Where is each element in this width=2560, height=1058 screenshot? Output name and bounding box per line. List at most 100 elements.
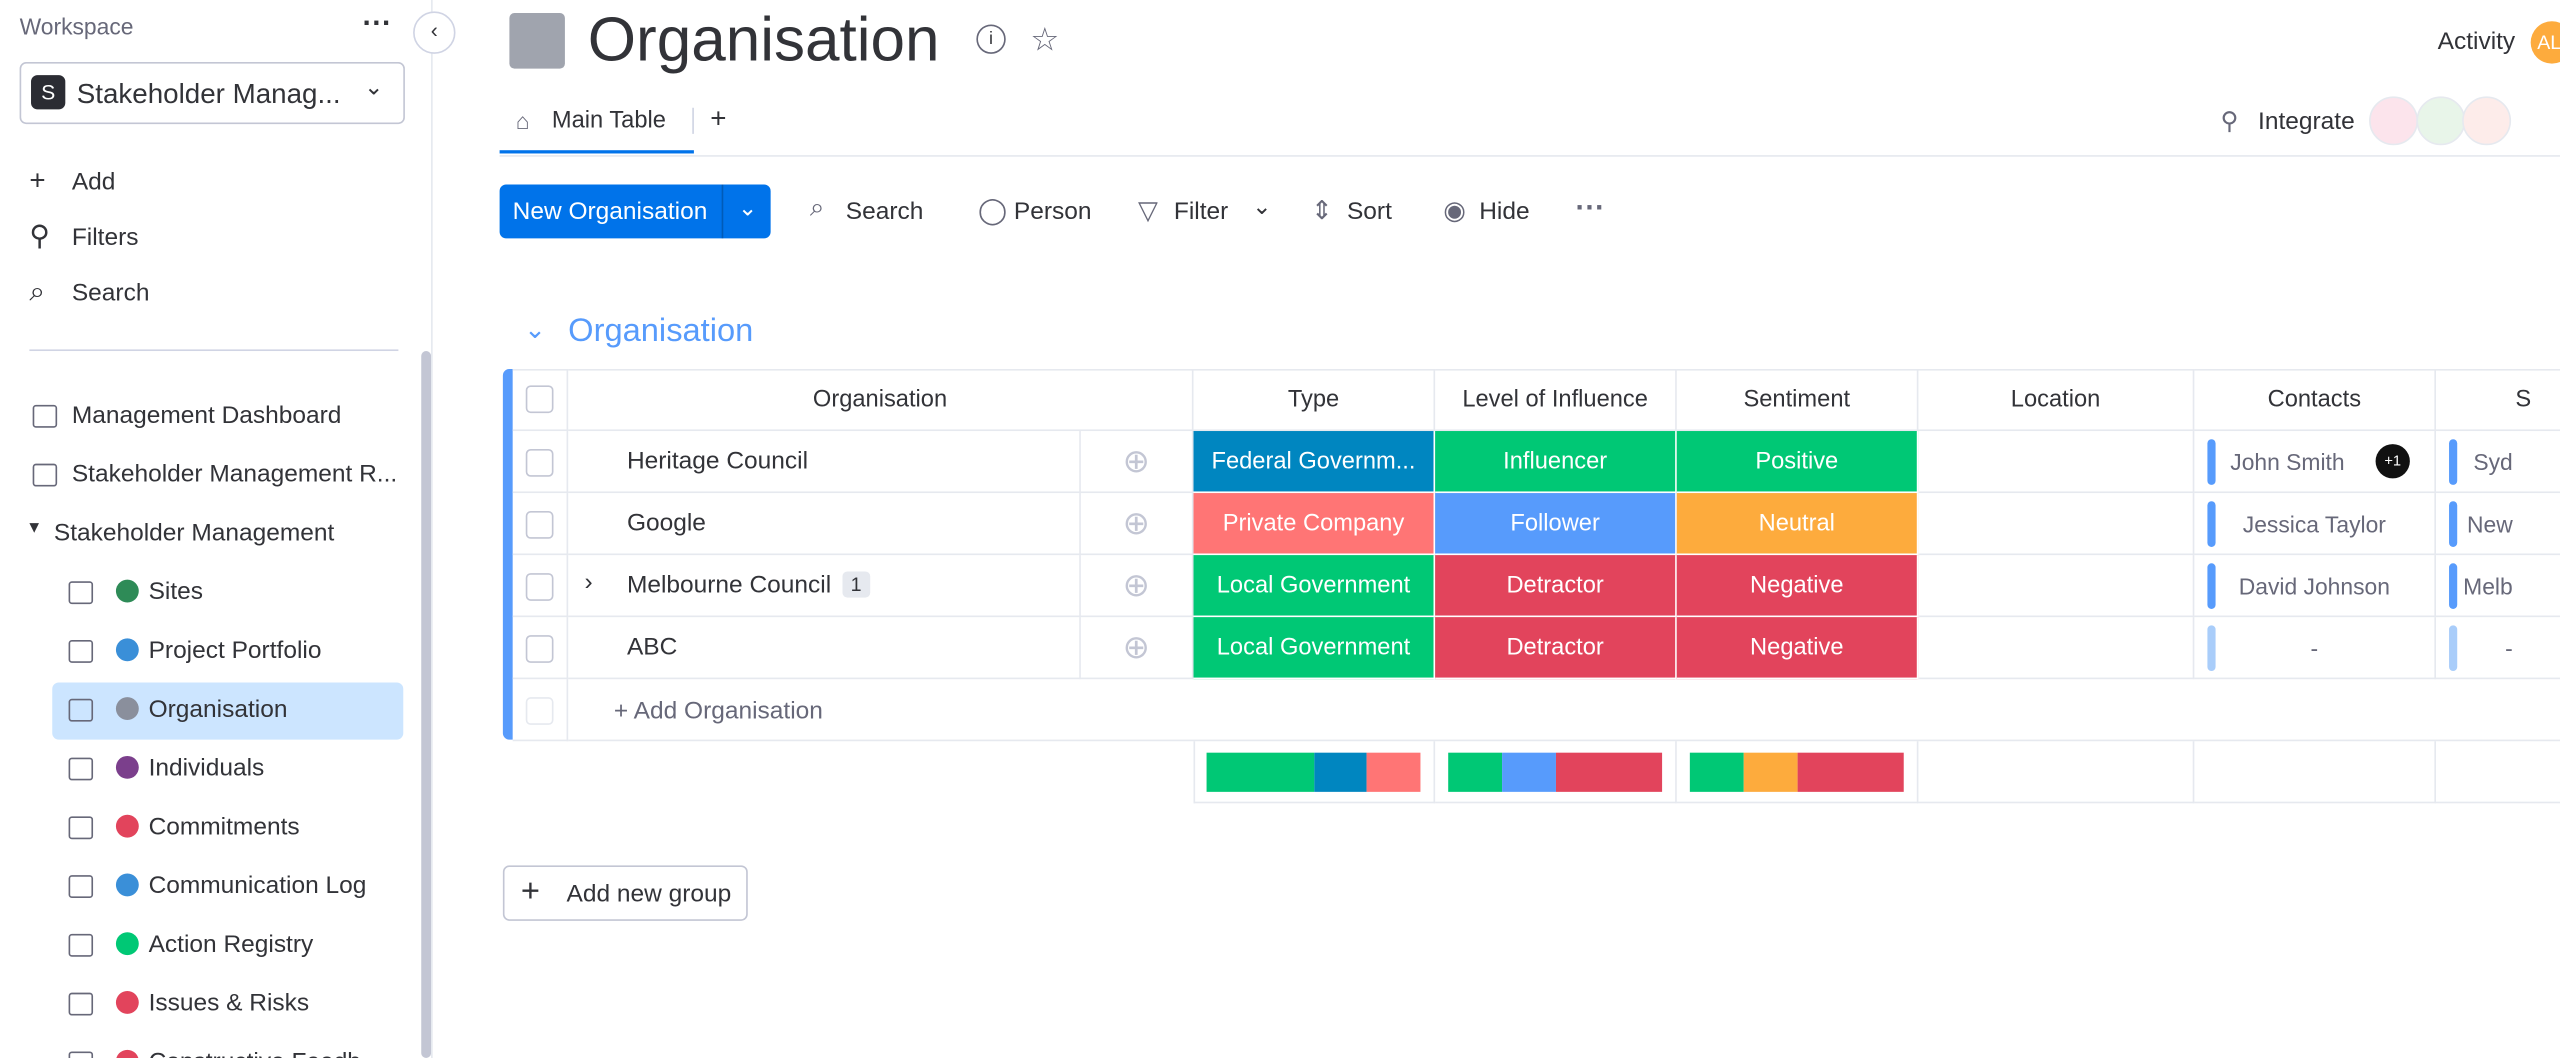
comment-cell: ⊕: [1080, 555, 1194, 618]
name-cell: [568, 431, 1081, 494]
checkbox[interactable]: [525, 511, 554, 539]
checkbox[interactable]: [525, 635, 554, 663]
sidebar-child[interactable]: Constructive Feedb: [149, 1048, 361, 1058]
sidebar-child[interactable]: Organisation: [148, 695, 288, 724]
contact-cell: -: [2194, 617, 2436, 680]
title-icon: [509, 13, 565, 69]
site-bar: [2449, 439, 2458, 485]
summary-segment: [1313, 752, 1367, 792]
info-icon[interactable]: i: [976, 24, 1006, 54]
more[interactable]: ···: [362, 6, 392, 40]
checkbox-cell: [512, 679, 569, 742]
item-emoji: [115, 579, 139, 603]
split: [721, 184, 724, 239]
contact-bar: [2207, 501, 2216, 547]
contact-extra: +1: [2375, 444, 2410, 479]
column-header: Level of Influence: [1435, 368, 1677, 432]
item-icon: [68, 875, 94, 898]
item-icon: [32, 463, 58, 487]
workspace-select[interactable]: S Stakeholder Manag... ⌄: [19, 62, 405, 125]
sidebar-action[interactable]: Search: [71, 279, 150, 307]
sidebar-child[interactable]: Sites: [148, 577, 204, 606]
status-type: Local Government: [1193, 617, 1436, 680]
summary-cell: [1435, 741, 1677, 804]
item-emoji: [115, 991, 139, 1014]
site-cell: -: [2435, 617, 2560, 680]
column-header: Type: [1193, 368, 1436, 432]
comment-cell: ⊕: [1080, 617, 1194, 680]
item-emoji: [115, 932, 139, 956]
checkbox[interactable]: [525, 697, 554, 725]
toolbar-icon: ⇕: [1311, 197, 1333, 226]
toolbar-icon: ◉: [1443, 197, 1467, 226]
item-icon: [68, 640, 94, 663]
sidebar-action[interactable]: Add: [71, 168, 116, 196]
toolbar-button[interactable]: Filter: [1173, 197, 1229, 226]
contact-cell: David Johnson: [2194, 555, 2436, 618]
sidebar-child[interactable]: Action Registry: [148, 930, 314, 959]
avatar[interactable]: AL: [2530, 21, 2560, 64]
sidebar-item[interactable]: Management Dashboard: [71, 401, 342, 430]
summary-segment: [1501, 752, 1556, 792]
checkbox[interactable]: [525, 385, 554, 414]
toolbar-button[interactable]: Person: [1013, 197, 1092, 226]
primary-label: New Organisation: [512, 197, 708, 226]
filter-chevron[interactable]: ⌄: [1252, 192, 1272, 219]
item-emoji: [115, 814, 139, 838]
name-cell: [568, 555, 1081, 618]
checkbox-cell: [512, 617, 569, 680]
checkbox[interactable]: [525, 573, 554, 601]
contact-bar: [2207, 439, 2216, 485]
row-name[interactable]: ABC: [626, 633, 678, 662]
integrate-icon: ⚲: [2220, 107, 2239, 136]
item-icon: [32, 404, 58, 428]
sidebar-child[interactable]: Issues & Risks: [148, 989, 310, 1018]
sidebar-child[interactable]: Individuals: [148, 754, 265, 783]
status-sentiment: Negative: [1676, 617, 1919, 680]
group-chevron[interactable]: ⌄: [524, 316, 546, 345]
site-bar: [2449, 501, 2458, 547]
add-group-button[interactable]: + Add new group: [502, 865, 748, 921]
tab-add[interactable]: +: [710, 102, 727, 134]
contact-cell: John Smith: [2194, 431, 2436, 494]
sidebar-item[interactable]: Stakeholder Management R...: [71, 460, 398, 489]
comment-cell: ⊕: [1080, 493, 1194, 556]
checkbox-cell: [512, 555, 569, 618]
status-type: Private Company: [1193, 493, 1436, 556]
site-bar: [2449, 563, 2458, 609]
workspace-label: Workspace: [19, 13, 134, 40]
sidebar-folder[interactable]: Stakeholder Management: [53, 519, 335, 547]
star-icon[interactable]: ☆: [1030, 22, 1060, 59]
toolbar-button[interactable]: Search: [845, 197, 924, 226]
summary-segment: [1366, 752, 1421, 792]
row-name[interactable]: Heritage Council: [626, 447, 809, 476]
expand[interactable]: ›: [584, 568, 593, 596]
integrate[interactable]: Integrate: [2258, 107, 2355, 136]
item-emoji: [115, 873, 139, 897]
name-cell: [568, 617, 1081, 680]
chevron: ⌄: [364, 73, 384, 100]
primary-button[interactable]: New Organisation ⌄: [499, 184, 771, 239]
checkbox[interactable]: [525, 448, 554, 477]
sidebar-child[interactable]: Project Portfolio: [148, 636, 322, 665]
toolbar-icon: ⌕: [809, 194, 825, 223]
add-item[interactable]: + Add Organisation: [613, 697, 823, 725]
sidebar-action[interactable]: Filters: [71, 223, 139, 252]
item-icon: [68, 581, 94, 605]
activity[interactable]: Activity: [2437, 27, 2516, 56]
location-cell: [1918, 493, 2195, 556]
sidebar-child[interactable]: Commitments: [148, 813, 300, 841]
toolbar-button[interactable]: Sort: [1346, 197, 1392, 226]
tab-main[interactable]: Main Table: [551, 107, 666, 134]
header-border: [499, 155, 2560, 157]
toolbar-button[interactable]: Hide: [1479, 197, 1530, 226]
row-name[interactable]: Melbourne Council: [626, 571, 832, 600]
toolbar-icon: ◯: [977, 197, 1008, 226]
summary-segment: [1555, 752, 1663, 792]
row-name[interactable]: Google: [626, 509, 706, 538]
more[interactable]: ···: [1575, 191, 1605, 224]
collapse-button[interactable]: ‹: [413, 11, 456, 54]
active-bg: [52, 682, 404, 740]
sidebar-child[interactable]: Communication Log: [148, 871, 367, 900]
